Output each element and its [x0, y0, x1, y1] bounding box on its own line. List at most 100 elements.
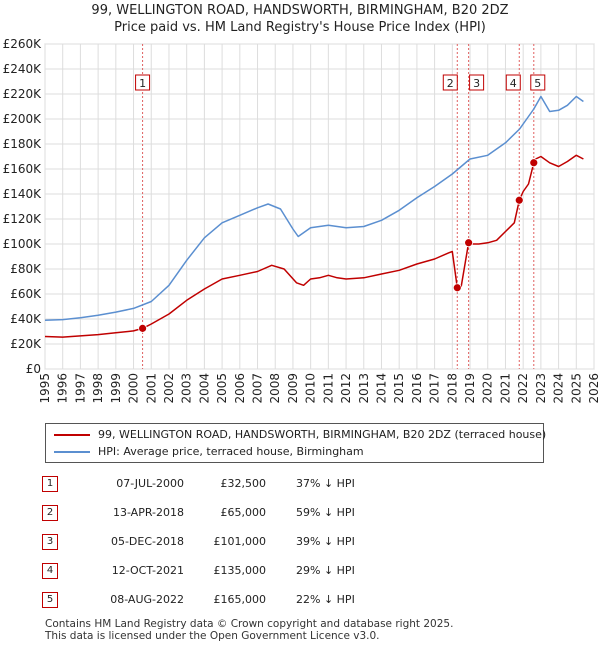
- x-tick-label: 2013: [357, 373, 371, 404]
- sale-price: £32,500: [220, 477, 267, 490]
- sale-marker-box: [505, 74, 521, 91]
- x-tick-label: 2005: [215, 373, 229, 404]
- sale-marker-box: [135, 74, 151, 91]
- x-tick-label: 2000: [127, 373, 141, 404]
- sale-price: £65,000: [220, 506, 267, 519]
- x-tick-label: 1997: [73, 373, 87, 404]
- sale-hpi-diff: 37% ↓ HPI: [296, 477, 355, 490]
- x-tick-label: 2004: [197, 373, 211, 404]
- y-tick-label: £20K: [10, 337, 42, 351]
- y-tick-label: £140K: [3, 187, 43, 201]
- sale-row: 3 05-DEC-2018 £101,000 39% ↓ HPI: [0, 532, 600, 552]
- y-tick-label: £200K: [3, 112, 43, 126]
- sale-point: [514, 195, 524, 205]
- sale-row: 2 13-APR-2018 £65,000 59% ↓ HPI: [0, 503, 600, 523]
- sale-date: 12-OCT-2021: [111, 564, 184, 577]
- legend-item-property: 99, WELLINGTON ROAD, HANDSWORTH, BIRMING…: [54, 427, 546, 443]
- x-tick-label: 1998: [91, 373, 105, 404]
- y-tick-label: £40K: [10, 312, 42, 326]
- sale-marker-label: 1: [139, 77, 146, 90]
- price-chart: £0 £20K £40K £60K £80K £100K £120K £140K £160K £1…: [3, 37, 600, 404]
- x-tick-label: 2025: [569, 373, 583, 404]
- sale-hpi-diff: 39% ↓ HPI: [296, 535, 355, 548]
- y-tick-label: £100K: [3, 237, 43, 251]
- x-tick-label: 2015: [392, 373, 406, 404]
- y-tick-label: £120K: [3, 212, 43, 226]
- x-tick-label: 2021: [498, 373, 512, 404]
- sale-marker-label: 5: [534, 77, 541, 90]
- sale-number: 5: [42, 592, 58, 608]
- sale-price: £135,000: [213, 564, 267, 577]
- sale-date: 05-DEC-2018: [110, 535, 184, 548]
- y-tick-label: £80K: [10, 262, 42, 276]
- footer: Contains HM Land Registry data © Crown c…: [45, 618, 453, 642]
- chart-title: 99, WELLINGTON ROAD, HANDSWORTH, BIRMING…: [0, 2, 600, 36]
- y-tick-label: £220K: [3, 87, 43, 101]
- sale-point: [452, 283, 462, 293]
- x-tick-label: 2008: [268, 373, 282, 404]
- y-tick-label: £240K: [3, 62, 43, 76]
- x-tick-label: 2017: [428, 373, 442, 404]
- y-tick-label: £180K: [3, 137, 43, 151]
- sale-number: 3: [42, 534, 58, 550]
- footer-line-1: Contains HM Land Registry data © Crown c…: [45, 618, 454, 630]
- title-line-2: Price paid vs. HM Land Registry's House …: [114, 20, 486, 35]
- sale-marker-label: 2: [447, 77, 454, 90]
- x-tick-label: 2010: [304, 373, 318, 404]
- x-tick-label: 2007: [251, 373, 265, 404]
- x-tick-label: 1999: [109, 373, 123, 404]
- x-tick-label: 2020: [481, 373, 495, 404]
- title-line-1: 99, WELLINGTON ROAD, HANDSWORTH, BIRMING…: [91, 3, 509, 18]
- x-tick-label: 2002: [162, 373, 176, 404]
- legend-swatch-property: [54, 434, 90, 436]
- x-tick-label: 2016: [410, 373, 424, 404]
- x-tick-label: 2001: [144, 373, 158, 404]
- x-tick-label: 2009: [286, 373, 300, 404]
- x-tick-label: 2019: [463, 373, 477, 404]
- sale-price: £101,000: [213, 535, 267, 548]
- sale-point: [138, 323, 147, 333]
- series-line-property: [44, 154, 584, 338]
- sale-marker-label: 4: [510, 77, 517, 90]
- x-tick-label: 2011: [321, 373, 335, 404]
- x-tick-label: 2014: [374, 373, 388, 404]
- sale-date: 07-JUL-2000: [116, 477, 184, 490]
- x-tick-label: 2022: [516, 373, 530, 404]
- sale-row: 5 08-AUG-2022 £165,000 22% ↓ HPI: [0, 590, 600, 610]
- x-tick-label: 2026: [587, 373, 600, 404]
- chart-legend: 99, WELLINGTON ROAD, HANDSWORTH, BIRMING…: [45, 423, 546, 463]
- sale-number: 4: [42, 563, 58, 579]
- x-tick-label: 1996: [56, 373, 70, 404]
- legend-label-hpi: HPI: Average price, terraced house, Birm…: [98, 445, 364, 458]
- plot-area: [44, 43, 595, 370]
- sale-marker-box: [469, 74, 485, 91]
- sale-hpi-diff: 22% ↓ HPI: [296, 593, 355, 606]
- x-tick-label: 2018: [445, 373, 459, 404]
- sale-price: £165,000: [213, 593, 267, 606]
- sale-marker-box: [442, 74, 458, 91]
- legend-swatch-hpi: [54, 451, 90, 453]
- sale-marker-box: [530, 74, 546, 91]
- sale-number: 1: [42, 476, 58, 492]
- x-tick-label: 2023: [534, 373, 548, 404]
- sale-row: 1 07-JUL-2000 £32,500 37% ↓ HPI: [0, 474, 600, 494]
- sale-number: 2: [42, 505, 58, 521]
- x-tick-label: 2003: [180, 373, 194, 404]
- sale-point: [464, 238, 474, 248]
- legend-item-hpi: HPI: Average price, terraced house, Birm…: [54, 444, 364, 460]
- sale-row: 4 12-OCT-2021 £135,000 29% ↓ HPI: [0, 561, 600, 581]
- x-tick-label: 2006: [233, 373, 247, 404]
- sale-point: [529, 158, 539, 168]
- sale-date: 13-APR-2018: [112, 506, 184, 519]
- x-tick-label: 2012: [339, 373, 353, 404]
- legend-label-property: 99, WELLINGTON ROAD, HANDSWORTH, BIRMING…: [98, 428, 547, 441]
- y-tick-label: £60K: [10, 287, 42, 301]
- x-tick-label: 1995: [38, 373, 52, 404]
- sale-hpi-diff: 29% ↓ HPI: [296, 564, 355, 577]
- y-tick-label: £0: [26, 362, 41, 376]
- y-tick-label: £260K: [3, 37, 43, 51]
- footer-line-2: This data is licensed under the Open Gov…: [45, 630, 380, 642]
- series-line-hpi: [44, 95, 584, 322]
- sale-hpi-diff: 59% ↓ HPI: [296, 506, 355, 519]
- sale-date: 08-AUG-2022: [110, 593, 184, 606]
